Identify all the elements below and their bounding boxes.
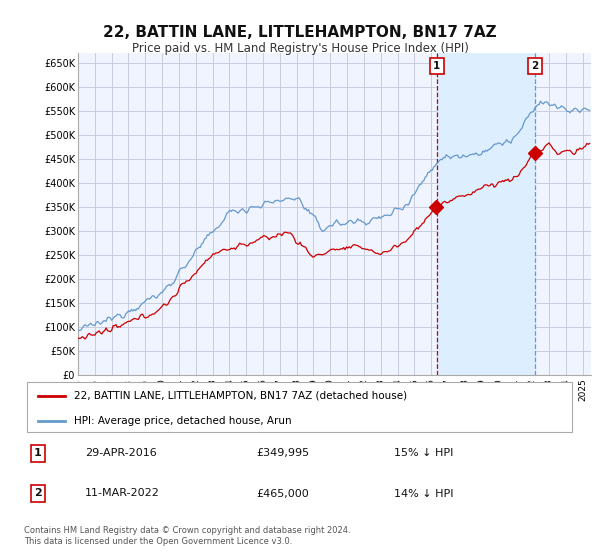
Text: 2: 2 <box>532 61 539 71</box>
FancyBboxPatch shape <box>27 382 572 432</box>
Text: 11-MAR-2022: 11-MAR-2022 <box>85 488 160 498</box>
Text: 1: 1 <box>433 61 440 71</box>
Text: 1: 1 <box>34 449 41 459</box>
Text: 15% ↓ HPI: 15% ↓ HPI <box>394 449 453 459</box>
Text: Price paid vs. HM Land Registry's House Price Index (HPI): Price paid vs. HM Land Registry's House … <box>131 42 469 55</box>
Text: Contains HM Land Registry data © Crown copyright and database right 2024.
This d: Contains HM Land Registry data © Crown c… <box>24 526 350 546</box>
Text: HPI: Average price, detached house, Arun: HPI: Average price, detached house, Arun <box>74 416 292 426</box>
Bar <box>437 53 535 375</box>
Text: 29-APR-2016: 29-APR-2016 <box>85 449 157 459</box>
Text: £349,995: £349,995 <box>256 449 309 459</box>
Text: 2: 2 <box>34 488 41 498</box>
Text: 22, BATTIN LANE, LITTLEHAMPTON, BN17 7AZ (detached house): 22, BATTIN LANE, LITTLEHAMPTON, BN17 7AZ… <box>74 391 407 401</box>
Text: 14% ↓ HPI: 14% ↓ HPI <box>394 488 454 498</box>
Text: 22, BATTIN LANE, LITTLEHAMPTON, BN17 7AZ: 22, BATTIN LANE, LITTLEHAMPTON, BN17 7AZ <box>103 25 497 40</box>
Text: £465,000: £465,000 <box>256 488 308 498</box>
